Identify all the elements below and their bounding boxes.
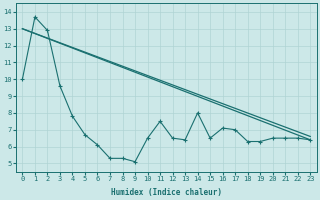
X-axis label: Humidex (Indice chaleur): Humidex (Indice chaleur) <box>111 188 222 197</box>
